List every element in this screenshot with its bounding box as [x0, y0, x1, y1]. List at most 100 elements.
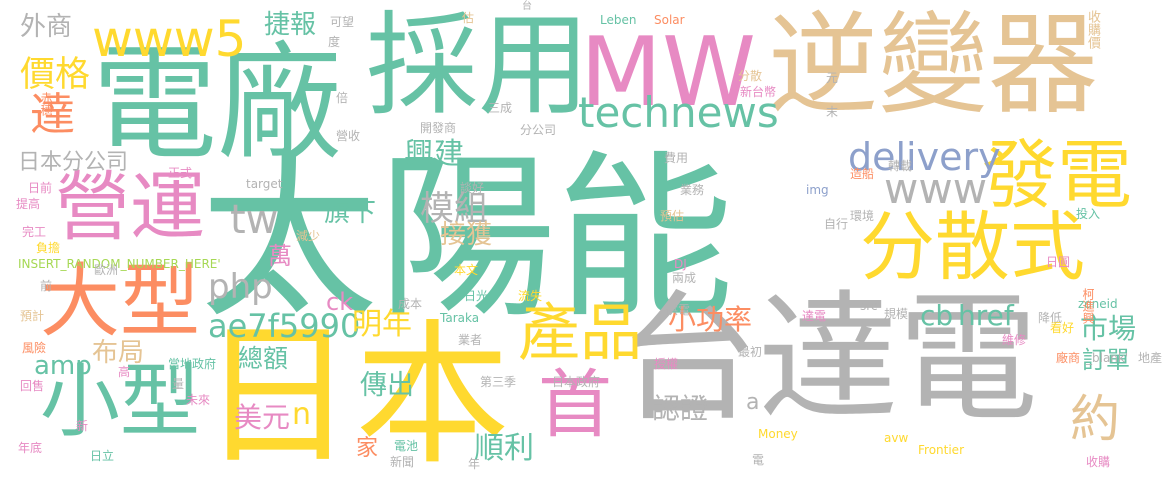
word: 元	[826, 71, 839, 85]
word: 地產	[1138, 351, 1163, 365]
word: 收購	[1086, 455, 1111, 469]
word: href	[958, 299, 1014, 332]
word: 回售	[20, 379, 45, 393]
word: 新聞	[390, 455, 415, 469]
word: 日本分公司	[18, 150, 129, 175]
word: 分散	[738, 69, 763, 83]
word: 美元	[234, 401, 291, 434]
word: 規模	[884, 307, 909, 321]
word: 總額	[238, 344, 289, 373]
word: 萬	[268, 242, 292, 270]
word: 前	[40, 279, 53, 293]
word: zoneid	[1078, 297, 1118, 311]
word: 業者	[458, 333, 483, 347]
word: 本文	[454, 263, 479, 277]
word: php	[208, 267, 273, 307]
word: 太陽能	[200, 135, 734, 342]
word: 維修	[1002, 333, 1027, 347]
word: 談好	[460, 181, 485, 195]
word: 台達電	[618, 278, 1039, 441]
word: 營運	[55, 163, 206, 251]
word: 成本	[398, 297, 423, 311]
word: delivery	[848, 135, 1001, 179]
word: www5	[92, 10, 247, 68]
word: ae7f5990	[208, 307, 361, 345]
word: 預估	[660, 209, 685, 223]
word: 授權	[654, 357, 679, 371]
word: 日本政府	[552, 375, 601, 389]
word: img	[806, 183, 829, 197]
word: 布局	[92, 338, 145, 368]
word: 轉載	[888, 159, 913, 173]
word: 估	[462, 11, 475, 25]
word: 外商	[20, 12, 73, 42]
word: 完工	[22, 225, 47, 239]
word: 順利	[474, 431, 534, 466]
word: 旗下	[324, 198, 377, 228]
word: 日本	[200, 305, 510, 482]
word: 約	[1070, 390, 1120, 448]
word: amp	[34, 351, 92, 381]
word: tw	[230, 197, 279, 243]
word: 分散式	[860, 203, 1086, 291]
word: 末	[826, 105, 839, 119]
word: 第三季	[480, 375, 517, 389]
word: 傳出	[360, 370, 414, 401]
word: 捷報	[264, 10, 317, 40]
word: 年	[468, 457, 481, 471]
word: 小功率	[668, 303, 753, 336]
word: n	[292, 397, 312, 432]
word: 興建	[404, 137, 464, 172]
word: 發電	[982, 131, 1133, 219]
word: 三成	[488, 101, 513, 115]
word: 業務	[680, 183, 705, 197]
word: 費用	[664, 151, 689, 165]
word: 自行	[824, 217, 849, 231]
word: 最初	[738, 345, 763, 359]
word: 小型	[40, 355, 200, 448]
word: 分公司	[520, 123, 557, 137]
word: 達電	[802, 309, 827, 323]
word: _blank'	[1086, 351, 1129, 365]
word: 新台幣	[740, 85, 777, 99]
word: 提高	[16, 197, 41, 211]
word: www	[884, 164, 988, 213]
word: 新	[76, 419, 89, 433]
word: 首	[538, 362, 612, 448]
word: 家	[356, 436, 379, 461]
word: 營收	[336, 129, 361, 143]
word: 日立	[90, 449, 115, 463]
word: 達	[30, 88, 76, 141]
word: 環境	[850, 209, 875, 223]
word: 正式	[168, 166, 193, 180]
word: 電	[752, 453, 765, 467]
word: 未來	[186, 393, 211, 407]
word: 市場	[1080, 312, 1137, 345]
word: 高	[118, 365, 131, 379]
word: 台	[522, 1, 532, 12]
word: INSERT_RANDOM_NUMBER_HERE'	[18, 257, 221, 271]
word: technews	[578, 88, 779, 137]
word: 日光	[464, 289, 489, 303]
word: Solar	[654, 13, 685, 27]
word: 降低	[1038, 311, 1063, 325]
word: 年底	[18, 441, 43, 455]
word: 電池	[394, 439, 419, 453]
word: 可望	[330, 15, 355, 29]
word: 投入	[1076, 207, 1101, 221]
word: 看好	[1050, 321, 1075, 335]
word: Taraka	[440, 311, 480, 325]
word: 開發商	[420, 121, 457, 135]
word: src	[860, 299, 878, 313]
word: avw	[884, 431, 909, 445]
word: 量	[172, 377, 185, 391]
word: 認證	[652, 392, 709, 425]
word: 接獲	[440, 220, 493, 250]
word: 流失	[518, 289, 543, 303]
word: 赤穗	[39, 92, 53, 116]
word: a	[746, 390, 760, 415]
word: cb	[920, 299, 954, 332]
word: Frontier	[918, 443, 965, 457]
word: 風險	[22, 341, 47, 355]
word: 歐洲	[94, 263, 119, 277]
